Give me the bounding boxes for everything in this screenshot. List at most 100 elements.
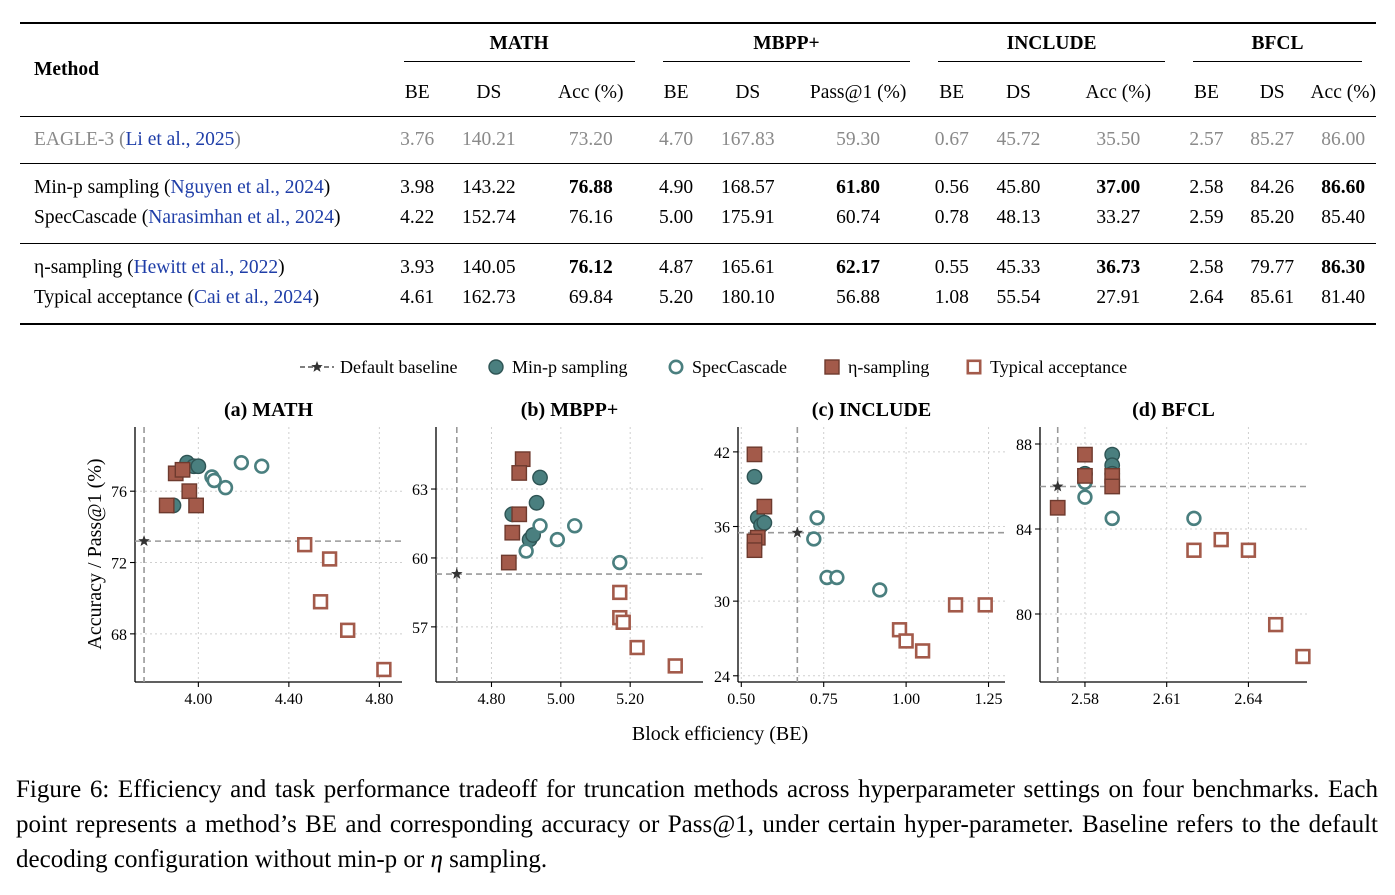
results-table-container: Method MATH MBPP+ INCLUDE BFCL BE DS Acc (… (20, 22, 1376, 325)
x-tick-label: 0.75 (810, 691, 838, 708)
data-point (1049, 499, 1066, 516)
citation-link[interactable]: Narasimhan et al., 2024 (148, 206, 334, 228)
x-tick-label: 5.20 (616, 691, 644, 708)
data-point (947, 597, 964, 613)
citation-link[interactable]: Hewitt et al., 2022 (133, 257, 279, 279)
y-tick-label: 42 (714, 445, 730, 462)
marker-shape (254, 458, 270, 474)
column-header: BE (404, 82, 430, 103)
best-value: 36.73 (1096, 257, 1141, 279)
data-point (181, 483, 198, 500)
data-point (629, 639, 645, 656)
x-tick-label: 2.58 (1071, 691, 1099, 708)
table-cell: 76.12 (533, 243, 649, 283)
group-rule (403, 60, 635, 62)
data-point (615, 614, 631, 630)
caption-text: Figure 6: Efficiency and task performanc… (16, 776, 1378, 873)
group-rule (938, 60, 1165, 62)
data-point (190, 458, 207, 475)
marker-shape (528, 494, 545, 511)
marker-shape (1240, 542, 1257, 558)
method-name: EAGLE-3 (Li et al., 2025) (20, 117, 390, 164)
method-label-end: ) (323, 177, 331, 199)
marker-shape (233, 454, 250, 471)
y-tick-label: 30 (714, 594, 730, 611)
marker-shape (615, 614, 631, 630)
marker-shape (1295, 648, 1311, 665)
marker-shape (158, 497, 175, 514)
marker-shape (977, 597, 993, 613)
table-cell: 4.22 (400, 206, 435, 228)
legend-label: Min-p sampling (512, 357, 628, 377)
caption-eta: η (430, 846, 443, 873)
y-tick-label: 24 (714, 669, 730, 686)
group-label: BFCL (1251, 32, 1304, 54)
table-cell: 76.88 (533, 163, 649, 203)
marker-shape (518, 543, 534, 559)
table-cell: 0.55 (934, 257, 969, 279)
marker-shape (339, 622, 356, 638)
baseline-star (451, 568, 463, 579)
citation-link[interactable]: Nguyen et al., 2024 (170, 177, 324, 199)
table-cell: 86.00 (1321, 128, 1366, 150)
data-point (806, 531, 822, 547)
x-tick-label: 1.25 (975, 691, 1003, 708)
data-point (756, 514, 773, 531)
legend-label: Typical acceptance (990, 357, 1127, 377)
marker-shape (629, 639, 645, 656)
x-tick-label: 2.61 (1153, 691, 1181, 708)
marker-shape (1077, 446, 1093, 463)
marker-shape (567, 518, 583, 534)
data-point (532, 469, 548, 486)
table-row: Min-p sampling (Nguyen et al., 2024) 3.98… (20, 163, 1376, 203)
table-cell: 0.56 (934, 177, 969, 199)
marker-shape (217, 479, 234, 496)
y-tick-label: 68 (111, 627, 127, 644)
table-cell: 4.61 (400, 286, 435, 308)
data-point (612, 584, 628, 601)
table-cell: 59.30 (836, 128, 881, 150)
baseline-star (1052, 480, 1064, 492)
baseline-star (791, 526, 804, 538)
marker-shape (756, 498, 773, 515)
marker-shape (746, 468, 763, 485)
marker-shape (321, 551, 338, 567)
table-cell: 167.83 (720, 128, 775, 150)
y-tick-label: 63 (412, 482, 428, 499)
group-header-bfcl: BFCL (1179, 23, 1376, 70)
data-point (500, 554, 517, 571)
best-value: 61.80 (836, 177, 881, 199)
table-cell: 45.72 (996, 128, 1041, 150)
data-point (339, 622, 356, 638)
data-point (612, 554, 628, 571)
table-cell: 60.74 (836, 206, 881, 228)
results-table: Method MATH MBPP+ INCLUDE BFCL BE DS Acc (… (20, 22, 1376, 325)
method-label-end: ) (312, 286, 320, 308)
table-cell: 143.22 (462, 177, 516, 199)
subplot (1035, 427, 1307, 687)
subplot-title: (a) MATH (224, 399, 313, 421)
table-cell: 85.20 (1250, 206, 1295, 228)
citation-link[interactable]: Li et al., 2025 (125, 128, 235, 150)
y-axis-label: Accuracy / Pass@1 (%) (84, 458, 106, 649)
marker-shape (829, 569, 845, 586)
legend-label: SpecCascade (692, 357, 787, 377)
table-row: EAGLE-3 (Li et al., 2025) 3.76 140.21 73.20… (20, 116, 1376, 164)
citation-link[interactable]: Cai et al., 2024 (193, 286, 313, 308)
best-value: 76.88 (568, 177, 613, 199)
marker-shape (1186, 542, 1202, 558)
legend-star-icon (311, 361, 323, 372)
marker-shape (188, 497, 204, 514)
y-tick-label: 88 (1016, 437, 1032, 454)
y-tick-label: 84 (1016, 522, 1032, 539)
data-point (756, 498, 773, 515)
marker-shape (746, 542, 763, 559)
x-tick-label: 0.50 (727, 691, 755, 708)
method-name: Min-p sampling (Nguyen et al., 2024) (20, 163, 390, 203)
subheader-row: BE DS Acc (%) BE DS Pass@1 (%) BE DS Acc (%) BE DS… (20, 70, 1376, 117)
method-name: Typical acceptance (Cai et al., 2024) (20, 283, 390, 324)
figure-6: Default baseline Min-p sampling SpecCascad… (84, 357, 1311, 745)
marker-shape (488, 359, 504, 375)
subplot (733, 427, 1005, 687)
x-axis-label: Block efficiency (BE) (632, 723, 808, 745)
